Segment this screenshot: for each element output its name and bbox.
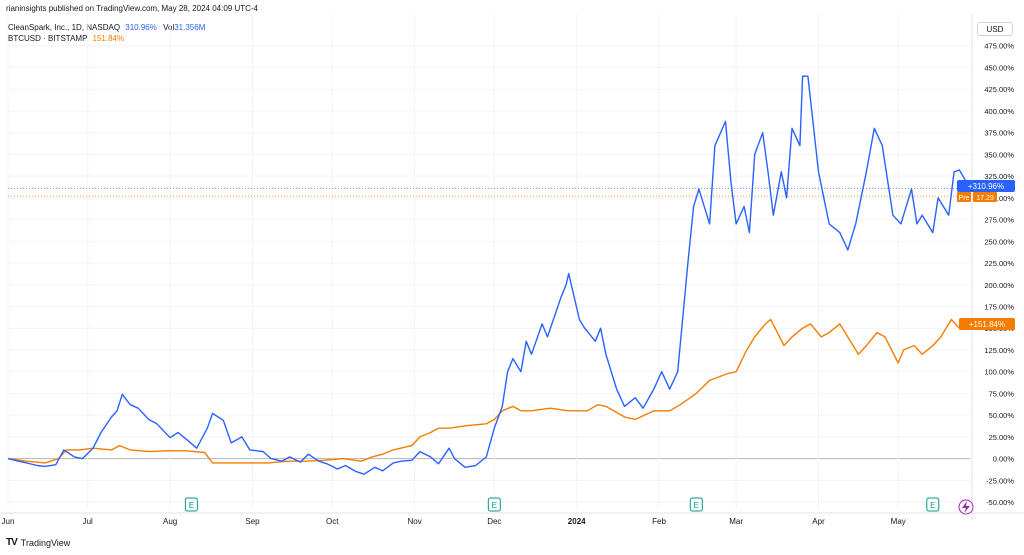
x-tick-label: Nov bbox=[407, 517, 421, 526]
y-tick-label: 275.00% bbox=[984, 216, 1014, 225]
x-tick-label: May bbox=[891, 517, 906, 526]
y-tick-label: 125.00% bbox=[984, 346, 1014, 355]
btc-value-badge: +151.84% bbox=[969, 320, 1005, 329]
y-tick-label: 375.00% bbox=[984, 129, 1014, 138]
x-tick-label: Aug bbox=[163, 517, 177, 526]
earnings-marker-label: E bbox=[492, 501, 497, 510]
earnings-marker[interactable] bbox=[487, 497, 501, 512]
legend-clsk-symbol: CleanSpark, Inc., 1D, NASDAQ bbox=[8, 23, 121, 32]
y-tick-label: 100.00% bbox=[984, 368, 1014, 377]
x-tick-label: Feb bbox=[652, 517, 666, 526]
series-line-clsk[interactable] bbox=[7, 75, 971, 475]
y-tick-label: 50.00% bbox=[989, 411, 1015, 420]
series-line-btc[interactable] bbox=[7, 318, 971, 464]
y-tick-label: 425.00% bbox=[984, 85, 1014, 94]
lightning-icon[interactable] bbox=[958, 499, 974, 515]
price-badges: +310.96% Pre 17.29 +151.84% bbox=[957, 180, 1015, 330]
y-tick-label: 475.00% bbox=[984, 42, 1014, 51]
y-tick-label: 325.00% bbox=[984, 172, 1014, 181]
x-tick-label: Apr bbox=[812, 517, 825, 526]
btc-value-badge-bg bbox=[959, 318, 1015, 330]
earnings-marker-label: E bbox=[930, 501, 935, 510]
earnings-marker[interactable] bbox=[926, 497, 940, 512]
legend-btc-symbol: BTCUSD · BITSTAMP bbox=[8, 34, 88, 43]
x-tick-label: Sep bbox=[245, 517, 260, 526]
x-tick-label: Oct bbox=[326, 517, 339, 526]
y-tick-label: 400.00% bbox=[984, 107, 1014, 116]
y-tick-label: 350.00% bbox=[984, 150, 1014, 159]
grid-lines bbox=[7, 14, 970, 509]
y-tick-label: -50.00% bbox=[986, 498, 1014, 507]
x-axis[interactable]: Jun Jul Aug Sep Oct Nov Dec 2024 Feb Mar Apr May bbox=[0, 512, 1024, 526]
series-lines bbox=[7, 75, 971, 475]
legend-row-btc[interactable]: BTCUSD · BITSTAMP 151.84% bbox=[8, 33, 205, 44]
y-axis[interactable]: 475.00% 450.00% 425.00% 400.00% 375.00% 350.0… bbox=[971, 14, 1015, 520]
x-tick-label: Mar bbox=[729, 517, 743, 526]
y-tick-label: 25.00% bbox=[989, 433, 1015, 442]
earnings-marker-label: E bbox=[694, 501, 699, 510]
chart-legend: CleanSpark, Inc., 1D, NASDAQ 310.96% Vol… bbox=[8, 22, 205, 44]
earnings-marker[interactable] bbox=[184, 497, 198, 512]
legend-vol-value: 31.356M bbox=[174, 23, 206, 32]
y-tick-label: 175.00% bbox=[984, 302, 1014, 311]
legend-vol-label: Vol bbox=[163, 23, 175, 32]
tradingview-logo[interactable]: TV TradingView bbox=[6, 537, 70, 548]
y-tick-label: 0.00% bbox=[993, 455, 1015, 464]
earnings-marker-label: E bbox=[189, 501, 194, 510]
legend-row-clsk[interactable]: CleanSpark, Inc., 1D, NASDAQ 310.96% Vol… bbox=[8, 22, 205, 33]
y-tick-label: 200.00% bbox=[984, 281, 1014, 290]
y-tick-label: 450.00% bbox=[984, 63, 1014, 72]
tradingview-logo-icon: TV bbox=[6, 537, 18, 548]
y-tick-label: 250.00% bbox=[984, 237, 1014, 246]
y-tick-label: -25.00% bbox=[986, 476, 1014, 485]
y-tick-label: 300.00% bbox=[984, 194, 1014, 203]
published-line: rianinsights published on TradingView.co… bbox=[6, 4, 258, 13]
legend-clsk-pct: 310.96% bbox=[125, 23, 157, 32]
y-tick-label: 75.00% bbox=[989, 389, 1015, 398]
currency-selector[interactable]: USD bbox=[977, 22, 1013, 36]
x-tick-label: Dec bbox=[487, 517, 501, 526]
pre-value-badge: 17.29 bbox=[976, 195, 994, 202]
x-tick-label: Jul bbox=[83, 517, 93, 526]
pre-badge-label: Pre bbox=[959, 195, 970, 202]
x-tick-label: 2024 bbox=[568, 517, 586, 526]
clsk-value-badge-bg bbox=[957, 180, 1015, 192]
earnings-marker[interactable] bbox=[689, 497, 703, 512]
pre-badge-bg bbox=[957, 192, 971, 202]
y-tick-label: 225.00% bbox=[984, 259, 1014, 268]
clsk-value-badge: +310.96% bbox=[968, 182, 1004, 191]
legend-btc-pct: 151.84% bbox=[92, 34, 125, 43]
pre-value-badge-bg bbox=[973, 192, 997, 202]
tradingview-brand: TradingView bbox=[20, 537, 71, 548]
x-tick-label: Jun bbox=[2, 517, 15, 526]
